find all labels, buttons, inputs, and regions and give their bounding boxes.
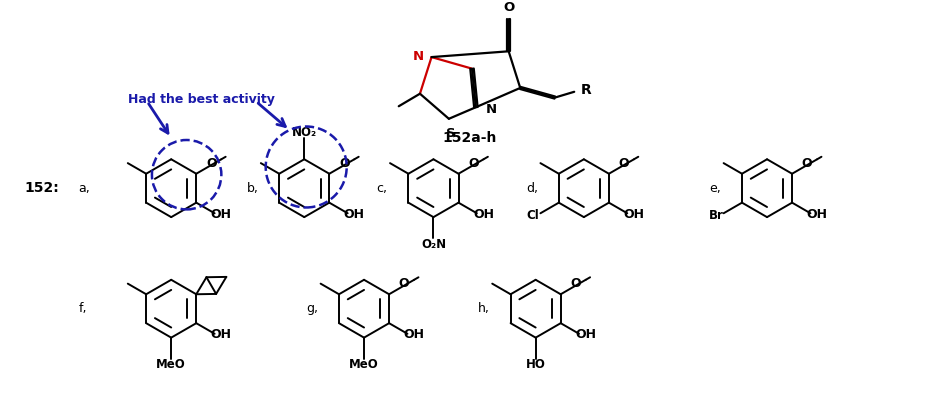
Text: OH: OH: [473, 208, 494, 221]
Text: N: N: [413, 50, 423, 63]
Text: N: N: [485, 103, 497, 115]
Text: Cl: Cl: [526, 209, 539, 222]
Text: b,: b,: [246, 182, 258, 195]
Text: 152a-h: 152a-h: [443, 131, 497, 145]
Text: f,: f,: [78, 302, 87, 315]
Text: MeO: MeO: [156, 358, 186, 371]
Text: O₂N: O₂N: [420, 238, 446, 251]
Text: OH: OH: [623, 208, 644, 221]
Text: h,: h,: [478, 302, 489, 315]
Text: NO₂: NO₂: [292, 126, 316, 139]
Text: g,: g,: [306, 302, 318, 315]
Text: 152:: 152:: [25, 181, 59, 195]
Text: O: O: [467, 157, 479, 170]
Text: O: O: [801, 157, 812, 170]
Text: d,: d,: [526, 182, 537, 195]
Text: OH: OH: [344, 208, 364, 221]
Text: Had the best activity: Had the best activity: [127, 93, 275, 106]
Text: e,: e,: [708, 182, 720, 195]
Text: O: O: [339, 157, 349, 170]
Text: OH: OH: [806, 208, 827, 221]
Text: HO: HO: [525, 358, 545, 371]
Text: OH: OH: [575, 328, 596, 341]
Text: a,: a,: [78, 182, 91, 195]
Text: OH: OH: [211, 328, 231, 341]
Text: c,: c,: [376, 182, 387, 195]
Text: O: O: [398, 277, 409, 290]
Text: O: O: [206, 157, 216, 170]
Text: R: R: [581, 83, 591, 97]
Text: S: S: [446, 128, 455, 140]
Text: OH: OH: [403, 328, 424, 341]
Text: OH: OH: [211, 208, 231, 221]
Text: O: O: [502, 1, 514, 14]
Text: O: O: [618, 157, 629, 170]
Text: O: O: [570, 277, 581, 290]
Text: Br: Br: [708, 209, 723, 222]
Text: MeO: MeO: [348, 358, 379, 371]
